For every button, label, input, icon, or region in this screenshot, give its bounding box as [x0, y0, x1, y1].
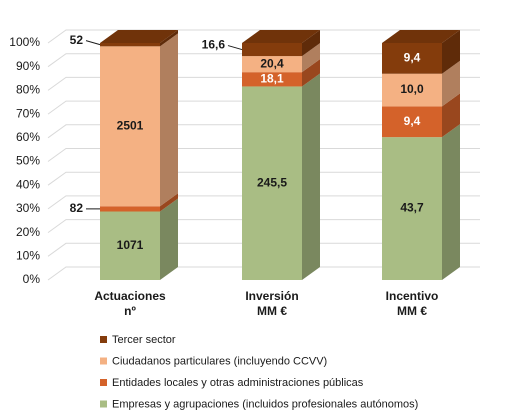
data-label: 20,4	[260, 56, 284, 70]
bar-side	[160, 33, 178, 207]
bar-side	[442, 93, 460, 138]
grid-line	[47, 53, 480, 68]
bar-side	[160, 30, 178, 47]
y-tick-label: 90%	[16, 59, 40, 73]
leader-line	[85, 40, 101, 46]
data-label: 43,7	[400, 201, 424, 215]
legend-swatch	[100, 379, 107, 386]
y-tick-label: 20%	[16, 225, 40, 239]
data-label: 52	[70, 33, 84, 47]
y-tick-label: 30%	[16, 201, 40, 215]
x-tick-label: Inversión	[245, 289, 298, 303]
grid-line	[47, 219, 480, 234]
legend-swatch	[100, 357, 107, 365]
bar	[100, 206, 160, 212]
bar	[100, 43, 160, 47]
legend-label: Empresas y agrupaciones (incluidos profe…	[112, 398, 418, 410]
x-tick-label: MM €	[397, 304, 427, 318]
data-label: 10,0	[400, 82, 424, 96]
bar-top	[242, 30, 320, 43]
leader-line	[227, 45, 243, 51]
grid-line	[47, 195, 480, 210]
x-tick-label: Actuaciones	[94, 289, 166, 303]
grid-line	[47, 76, 480, 91]
grid-line	[47, 29, 480, 44]
bar-side	[442, 60, 460, 107]
bar-side	[302, 73, 320, 281]
bar	[242, 72, 302, 87]
x-tick-label: nº	[124, 304, 136, 318]
data-label: 9,4	[404, 51, 421, 65]
bar	[382, 137, 442, 280]
y-tick-label: 50%	[16, 154, 40, 168]
data-label: 245,5	[257, 175, 287, 189]
bar	[242, 86, 302, 281]
bar	[100, 211, 160, 280]
data-label: 16,6	[202, 38, 226, 52]
data-label: 1071	[117, 238, 144, 252]
bar-top	[100, 30, 178, 43]
bar-side	[160, 198, 178, 280]
data-label: 9,4	[404, 114, 421, 128]
bar-side	[302, 43, 320, 73]
legend-label: Entidades locales y otras administracion…	[112, 377, 364, 389]
bar	[382, 73, 442, 107]
y-tick-label: 100%	[9, 35, 40, 49]
grid-line	[47, 266, 480, 281]
bar	[382, 43, 442, 74]
x-tick-label: Incentivo	[386, 289, 439, 303]
bar	[242, 43, 302, 57]
bar-top	[382, 30, 460, 43]
bar	[382, 106, 442, 138]
legend-swatch	[100, 400, 107, 408]
y-tick-label: 10%	[16, 248, 40, 262]
bar-side	[442, 30, 460, 74]
bar	[242, 56, 302, 73]
bar-side	[302, 59, 320, 87]
data-label: 2501	[117, 118, 144, 132]
bar-side	[302, 30, 320, 57]
y-tick-label: 60%	[16, 130, 40, 144]
data-label: 18,1	[260, 71, 284, 85]
grid-line	[47, 100, 480, 115]
y-tick-label: 0%	[23, 272, 41, 286]
y-tick-label: 70%	[16, 106, 40, 120]
grid-line	[47, 148, 480, 162]
bar-side	[160, 193, 178, 212]
grid-line	[47, 242, 480, 257]
y-tick-label: 40%	[16, 177, 40, 191]
y-tick-label: 80%	[16, 83, 40, 97]
data-label: 82	[70, 201, 84, 215]
grid-line	[47, 171, 480, 186]
legend-label: Ciudadanos particulares (incluyendo CCVV…	[112, 355, 327, 367]
bar	[100, 46, 160, 207]
legend-swatch	[100, 336, 107, 343]
legend-label: Tercer sector	[112, 334, 176, 346]
bar-side	[442, 124, 460, 280]
grid-line	[47, 124, 480, 139]
x-tick-label: MM €	[257, 304, 287, 318]
